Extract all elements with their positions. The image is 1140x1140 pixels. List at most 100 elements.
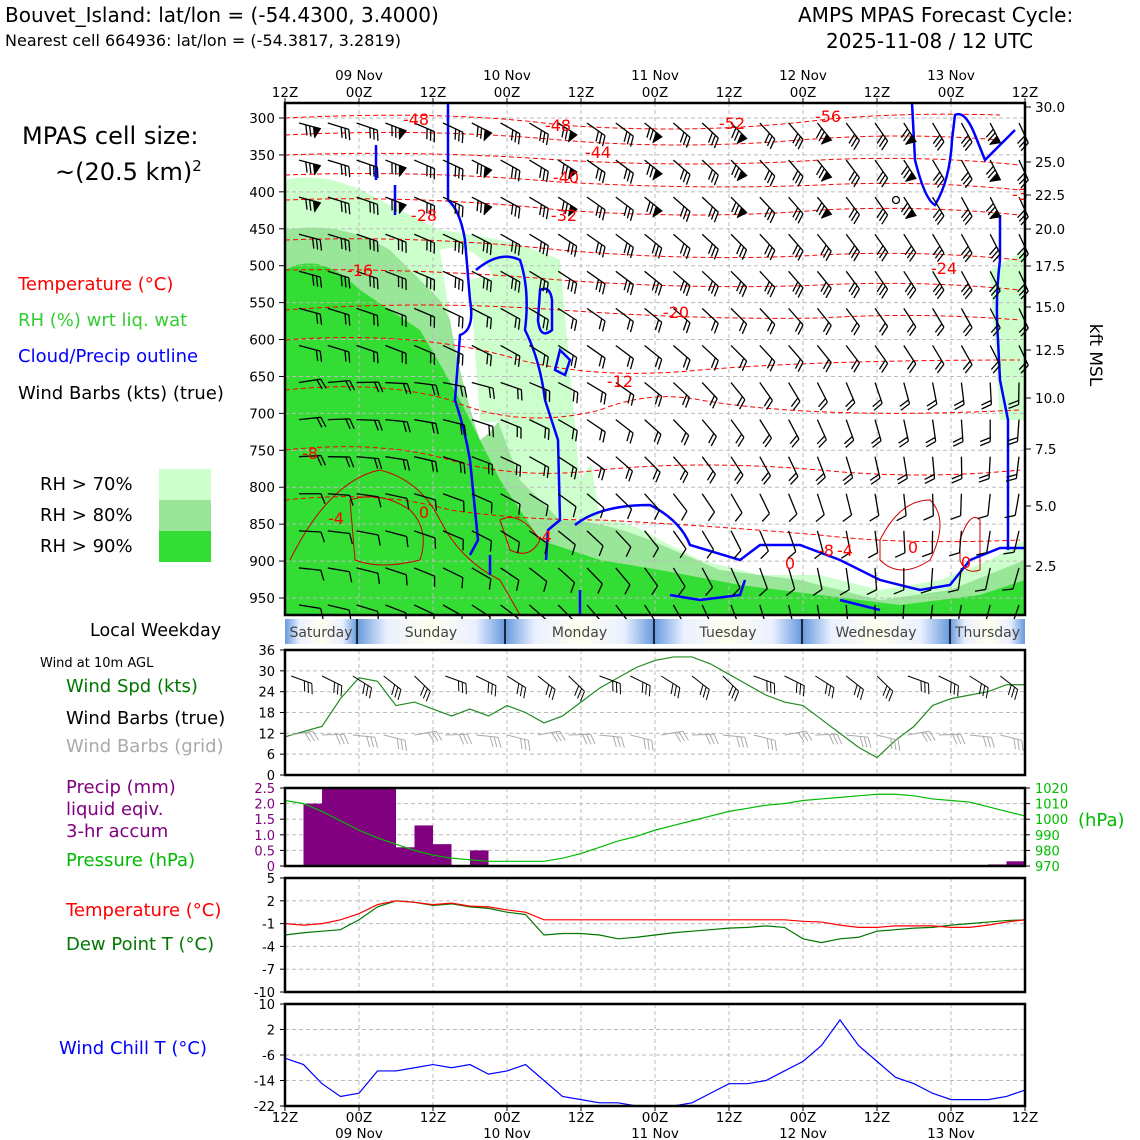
wind-barb	[413, 344, 436, 365]
wind-barb	[414, 418, 439, 435]
legend-temperature: Temperature (°C)	[18, 274, 174, 295]
wind-barb	[1002, 567, 1020, 591]
wind-barb	[615, 382, 635, 406]
wind-barb	[730, 456, 744, 485]
wind-barb	[557, 307, 578, 332]
wind-barb	[701, 419, 717, 447]
wind-barb	[979, 419, 991, 447]
temperature-label: -12	[607, 372, 633, 391]
bottom-date-label: 12 Nov	[779, 1126, 827, 1140]
wind-barb	[938, 675, 959, 697]
panel-y-label: 0	[267, 769, 275, 784]
temperature-label: -28	[411, 206, 437, 225]
wind-barb	[898, 419, 910, 448]
wind-barb	[537, 675, 556, 701]
temperature-label: 0	[785, 554, 795, 573]
wind-barb	[672, 270, 691, 297]
wind-barb	[644, 159, 663, 181]
wind-barb	[759, 159, 776, 187]
wind-barb	[586, 307, 606, 332]
wind-barb	[845, 159, 860, 188]
wind-barb	[383, 734, 407, 752]
wind-barb	[599, 675, 622, 695]
wind-barb	[615, 530, 632, 557]
wind-barb	[845, 270, 860, 299]
wind-barb	[815, 493, 825, 523]
wind-barb	[869, 493, 880, 522]
wind-barb	[788, 233, 804, 261]
panel-y-label: 0.5	[254, 844, 275, 859]
wind-barb	[730, 307, 748, 335]
wind-barb	[385, 233, 407, 253]
wind-barb	[874, 233, 889, 262]
wind-barb	[615, 122, 634, 147]
panel-y-label: 30	[258, 665, 275, 680]
wind-barb	[471, 159, 493, 179]
wind-barb	[644, 233, 663, 259]
cell-size-value: ~(20.5 km)2	[55, 157, 202, 186]
wind-barb	[812, 567, 823, 596]
wind-barb	[385, 418, 411, 433]
wind-barb	[672, 196, 691, 222]
temperature-label: -8	[818, 541, 834, 560]
wind-barb	[586, 493, 605, 519]
wind-barb	[701, 567, 714, 596]
wind-barb	[953, 382, 965, 411]
temperature-line	[284, 900, 1026, 929]
top-time-label: 00Z	[346, 85, 372, 101]
wind-barb	[500, 307, 521, 330]
forecast-cycle: 2025-11-08 / 12 UTC	[826, 29, 1034, 53]
wind-barb	[615, 233, 634, 259]
wind-barb	[842, 493, 853, 522]
wind-barb	[876, 734, 901, 752]
top-date-label: 09 Nov	[335, 68, 383, 84]
wind-barb	[442, 307, 464, 329]
wind-barb	[615, 270, 634, 296]
wind-barb	[1005, 456, 1020, 482]
wind-barb	[938, 733, 966, 745]
top-time-axis: 12Z 00Z 12Z 00Z 12Z 00Z 12Z 00Z 12Z 00Z 12Z 09 Nov 1…	[272, 68, 1038, 103]
wind-barb	[290, 675, 313, 695]
wind-barb	[586, 122, 606, 147]
wind-barb	[701, 307, 719, 334]
wind-barb	[759, 345, 776, 372]
bottom-time-label: 00Z	[346, 1110, 372, 1126]
wind-barb	[672, 530, 687, 559]
wind-barb	[730, 567, 741, 597]
panel-y-label: -10	[254, 986, 275, 1001]
precip-bar	[433, 844, 452, 866]
temperature-label: -8	[302, 444, 318, 463]
wind-barb	[529, 196, 549, 220]
temperature-label: 0	[961, 553, 971, 572]
panel-y-label: -6	[262, 1049, 275, 1064]
wind-barb	[787, 530, 797, 560]
bottom-time-label: 12Z	[716, 1110, 742, 1126]
wind-barb	[759, 382, 773, 410]
wind-barb	[506, 734, 531, 752]
wind-barb	[788, 196, 804, 224]
wind-barb	[630, 675, 651, 697]
wind-barb	[722, 675, 740, 702]
wind-barb	[442, 456, 466, 474]
panel-y-label: -14	[254, 1075, 275, 1090]
wind-barb	[644, 122, 663, 144]
wind-barb	[701, 159, 719, 186]
temperature-label: -4	[837, 541, 853, 560]
wind-barb	[701, 493, 716, 522]
bottom-time-label: 00Z	[642, 1110, 668, 1126]
pressure-tick-label: 950	[249, 591, 275, 607]
pressure-tick-label: 650	[249, 369, 275, 385]
temperature-label: 0	[419, 503, 429, 522]
panel-y-label: 0	[267, 860, 275, 875]
panel-y-label: -1	[262, 918, 275, 933]
wind-barb	[985, 196, 1002, 220]
wind-barb	[759, 493, 771, 522]
wind-barb	[586, 567, 603, 594]
wind-barb	[661, 730, 689, 742]
wind-barb	[932, 159, 945, 188]
wind-barb	[672, 382, 691, 408]
weekday-cell	[802, 619, 950, 644]
wind-barb	[839, 567, 850, 596]
rh90-swatch	[159, 531, 211, 562]
